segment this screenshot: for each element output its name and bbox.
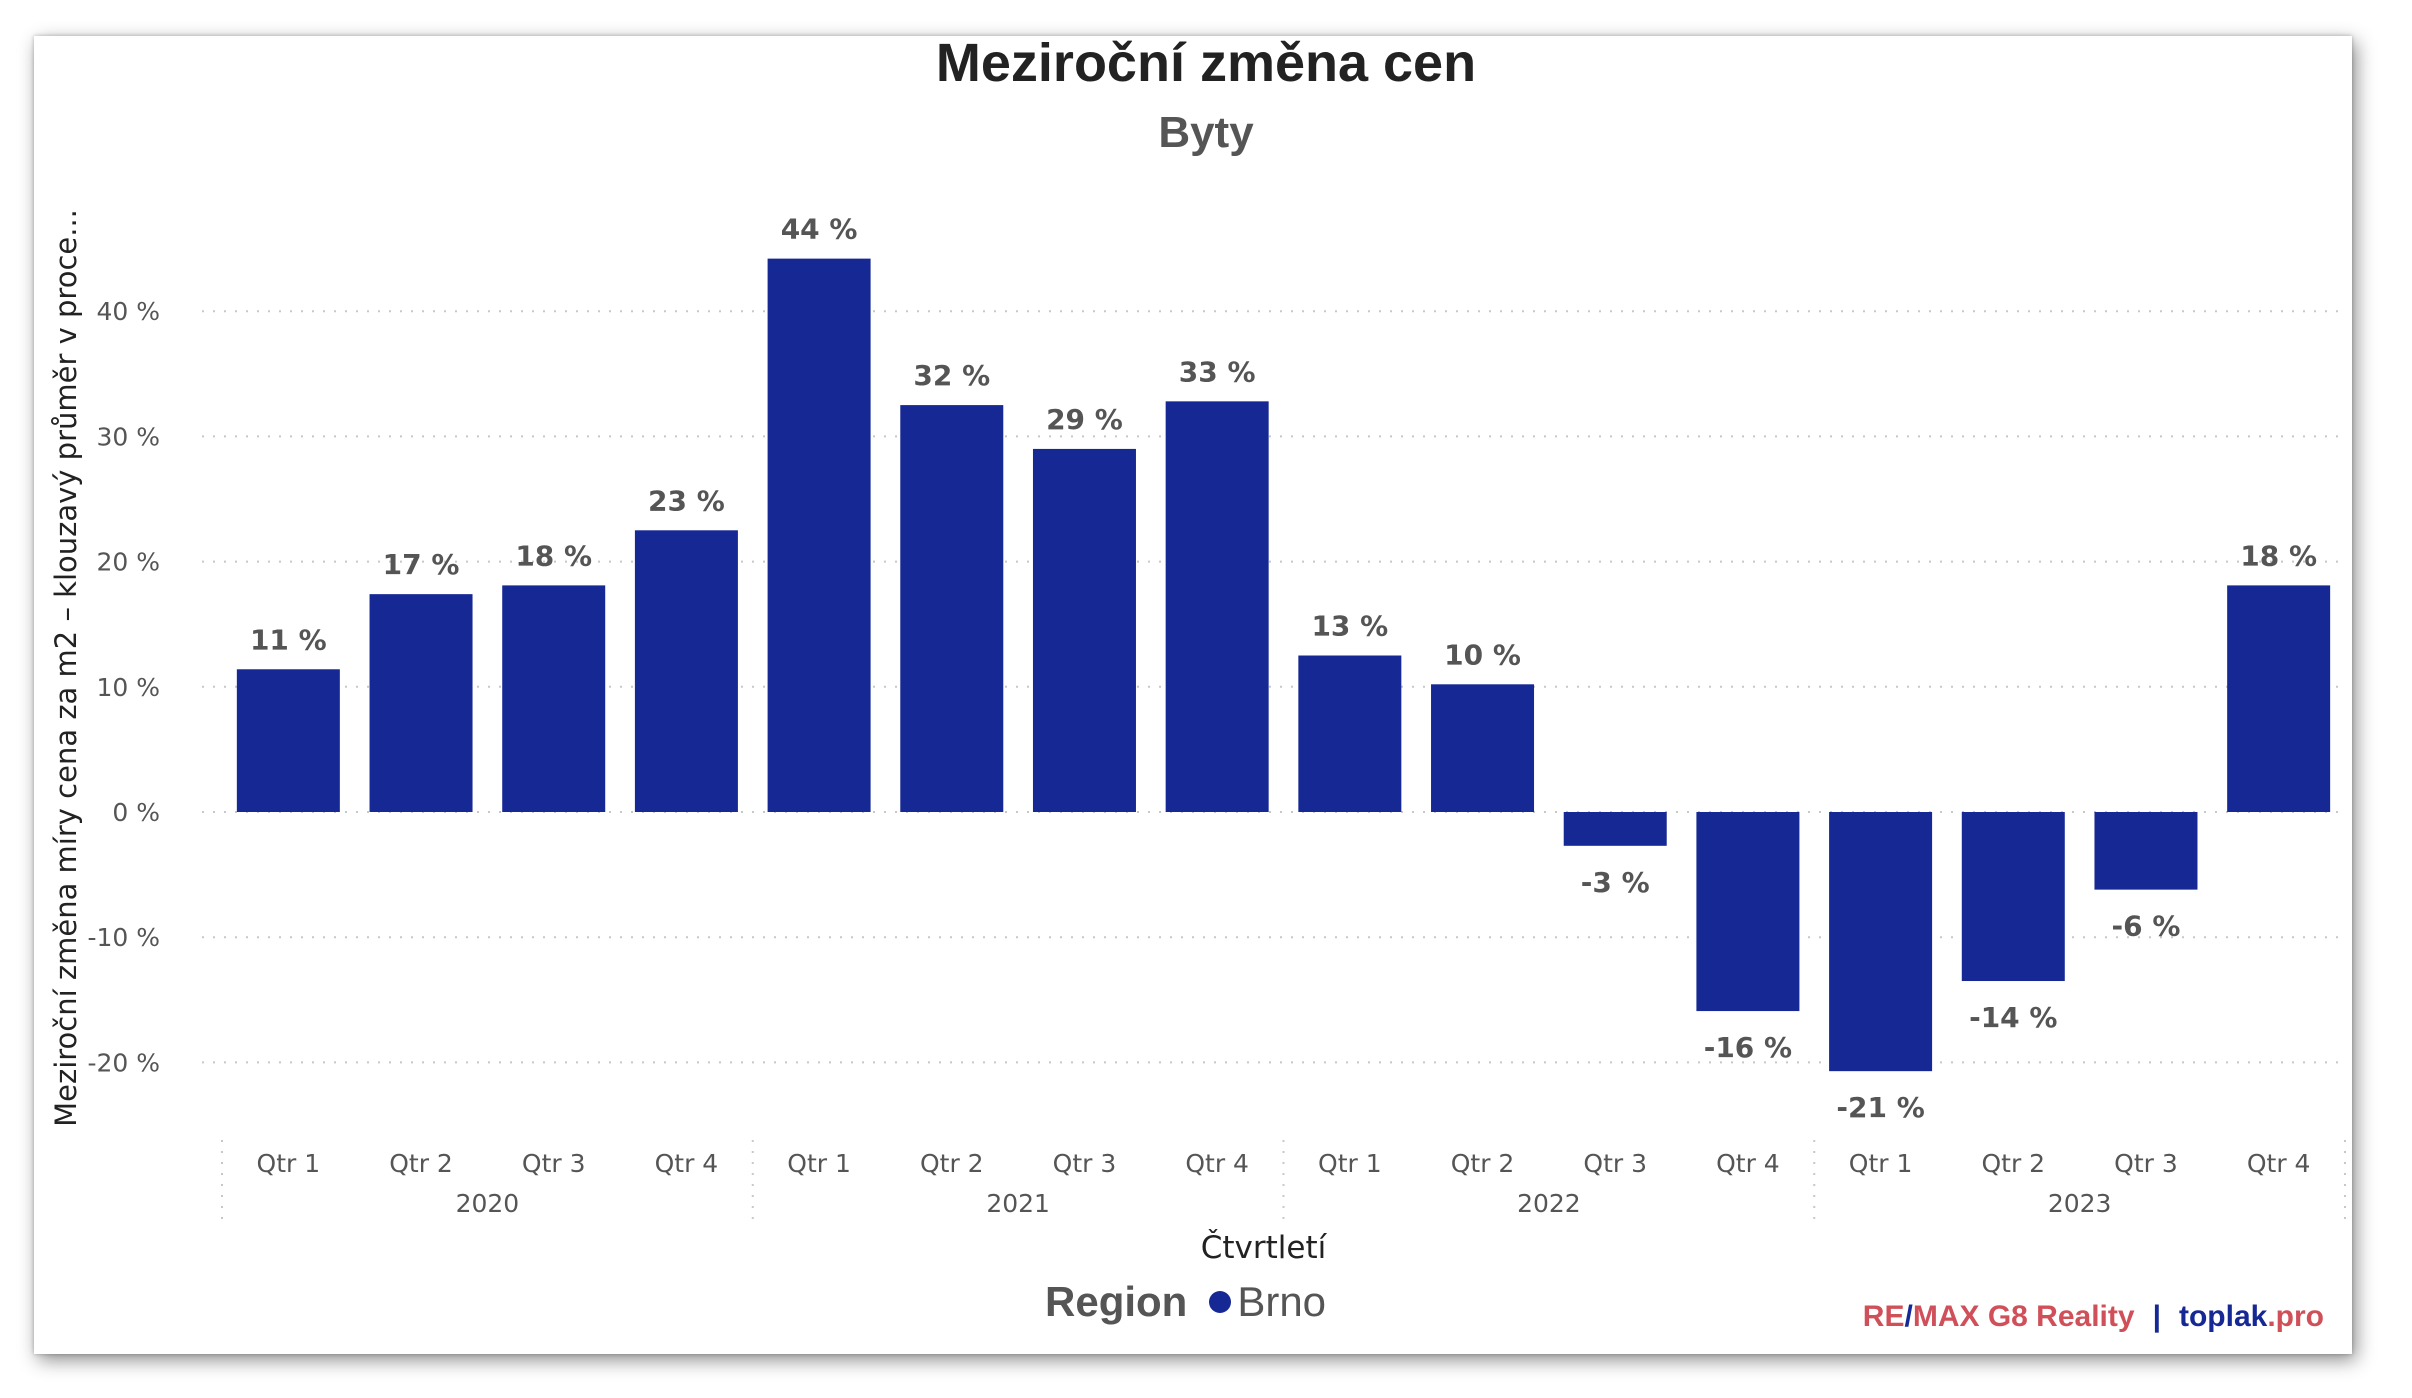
- data-label: 10 %: [1444, 638, 1521, 671]
- y-axis-label: Meziroční změna míry cena za m2 – klouza…: [49, 209, 83, 1127]
- y-tick-label: 30 %: [96, 422, 160, 451]
- credit-line: RE/MAX G8 Reality | toplak.pro: [1863, 1300, 2324, 1334]
- legend-marker-brno: [1209, 1291, 1232, 1313]
- x-tick-label: Qtr 3: [1053, 1149, 1117, 1178]
- x-axis-label: Čtvrtletí: [1201, 1229, 1328, 1266]
- bar: [767, 258, 871, 813]
- x-tick-label: Qtr 2: [1981, 1149, 2045, 1178]
- data-label: -6 %: [2112, 910, 2181, 943]
- data-label: 13 %: [1311, 610, 1388, 643]
- x-tick-label: Qtr 4: [1185, 1149, 1249, 1178]
- data-label: 18 %: [2240, 539, 2317, 572]
- data-label: 29 %: [1046, 403, 1123, 436]
- bar: [1431, 684, 1535, 812]
- legend-title: Region: [1045, 1278, 1188, 1325]
- data-label: -3 %: [1581, 866, 1650, 899]
- bar: [1032, 448, 1136, 812]
- x-tick-label: Qtr 1: [1318, 1149, 1382, 1178]
- x-tick-label: Qtr 4: [1716, 1149, 1780, 1178]
- y-tick-label: -10 %: [87, 923, 160, 952]
- x-tick-label: Qtr 3: [522, 1149, 586, 1178]
- bar: [1829, 812, 1933, 1072]
- credit-site-name: toplak: [2178, 1300, 2268, 1333]
- x-tick-label: Qtr 4: [2247, 1149, 2311, 1178]
- x-tick-label: Qtr 3: [1583, 1149, 1647, 1178]
- bar: [502, 585, 606, 812]
- legend-item-brno[interactable]: Brno: [1237, 1278, 1327, 1325]
- data-label: 33 %: [1179, 355, 1256, 388]
- x-tick-label: Qtr 1: [787, 1149, 851, 1178]
- data-label: 44 %: [781, 213, 858, 246]
- y-tick-label: 40 %: [96, 297, 160, 326]
- data-label: -14 %: [1969, 1001, 2057, 1034]
- bar: [2094, 812, 2198, 890]
- data-label: -21 %: [1836, 1091, 1924, 1124]
- data-label: -16 %: [1704, 1031, 1792, 1064]
- x-tick-label: Qtr 1: [257, 1149, 321, 1178]
- y-tick-label: -20 %: [87, 1048, 160, 1077]
- bar: [2227, 585, 2331, 812]
- bar: [1563, 812, 1667, 846]
- bar: [236, 669, 340, 812]
- credit-remax: RE: [1862, 1300, 1905, 1333]
- year-label: 2021: [986, 1189, 1050, 1218]
- credit-remax-g8: MAX G8 Reality: [1912, 1300, 2135, 1333]
- chart-title: Meziroční změna cen: [935, 33, 1477, 93]
- chart-subtitle: Byty: [1158, 108, 1254, 157]
- credit-site-tld: .pro: [2267, 1300, 2324, 1333]
- x-tick-label: Qtr 1: [1849, 1149, 1913, 1178]
- bar: [1696, 812, 1800, 1012]
- y-tick-label: 20 %: [96, 548, 160, 577]
- bar: [1961, 812, 2065, 982]
- bar: [634, 530, 738, 812]
- x-tick-label: Qtr 3: [2114, 1149, 2178, 1178]
- x-tick-label: Qtr 2: [920, 1149, 984, 1178]
- data-label: 32 %: [913, 359, 990, 392]
- legend: Region Brno: [1045, 1272, 1326, 1332]
- x-tick-label: Qtr 4: [655, 1149, 719, 1178]
- x-tick-label: Qtr 2: [389, 1149, 453, 1178]
- data-label: 11 %: [250, 623, 327, 656]
- x-tick-label: Qtr 2: [1451, 1149, 1515, 1178]
- year-label: 2020: [456, 1189, 520, 1218]
- bar: [900, 405, 1004, 812]
- bar: [1165, 401, 1269, 812]
- data-label: 23 %: [648, 484, 725, 517]
- bar: [369, 594, 473, 812]
- y-tick-label: 10 %: [96, 673, 160, 702]
- credit-slash: /: [1904, 1300, 1913, 1333]
- year-label: 2022: [1517, 1189, 1581, 1218]
- credit-separator: |: [2152, 1300, 2161, 1333]
- year-label: 2023: [2048, 1189, 2112, 1218]
- bar: [1298, 655, 1402, 812]
- data-label: 17 %: [383, 548, 460, 581]
- data-label: 18 %: [515, 539, 592, 572]
- y-tick-label: 0 %: [112, 798, 160, 827]
